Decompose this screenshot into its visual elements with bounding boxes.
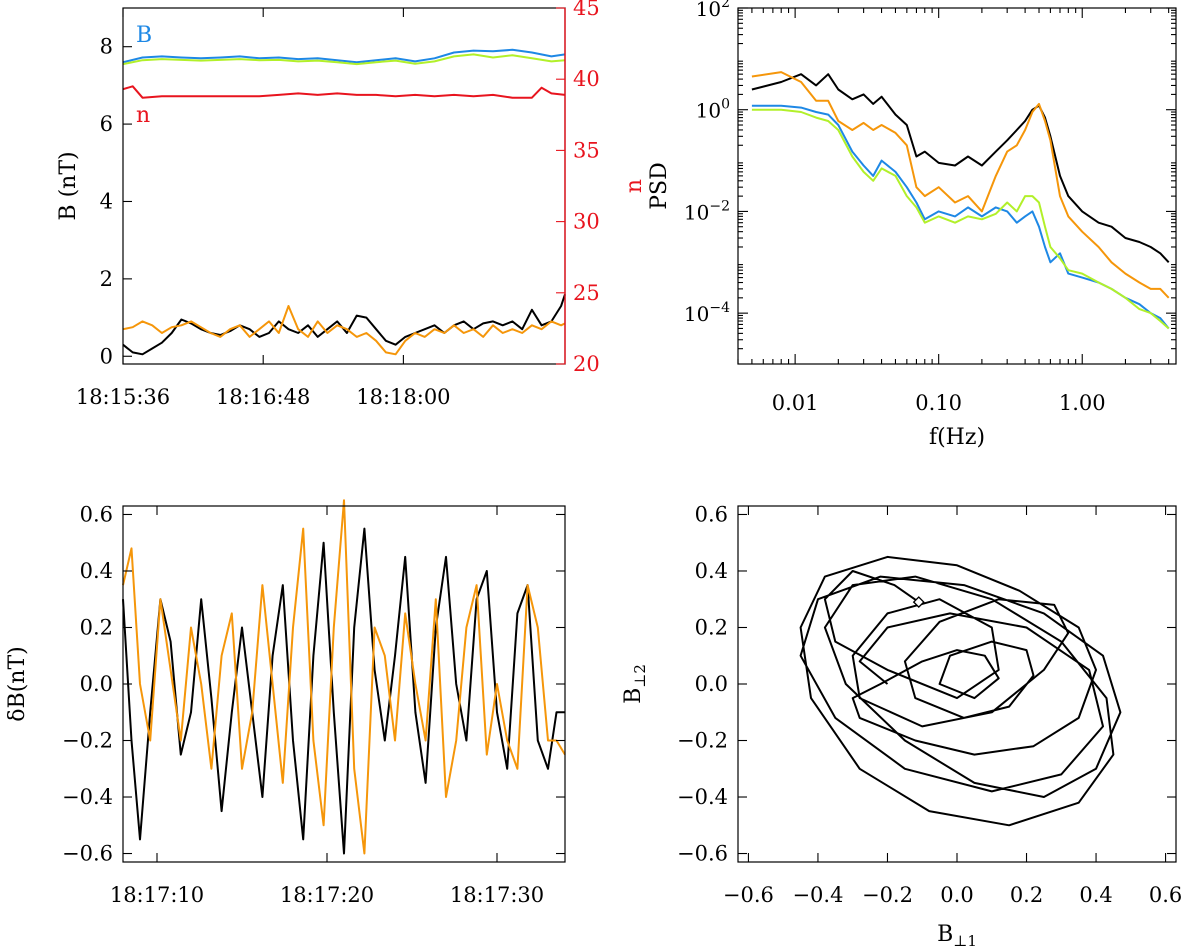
y-axis-label: PSD: [647, 162, 672, 210]
x-tick-label: 0.2: [1010, 883, 1043, 907]
right-y-tick-label: 40: [573, 67, 600, 91]
y-tick-label: 10−2: [684, 198, 730, 224]
x-tick-label: 18:17:20: [280, 883, 374, 907]
y-tick-label: −0.2: [62, 729, 113, 753]
series-orange: [122, 499, 566, 855]
x-tick-label: 18:15:36: [76, 385, 170, 409]
y-axis-label: δB(nT): [5, 646, 30, 721]
series-lime: [122, 53, 566, 66]
y-tick-label: 2: [100, 267, 113, 291]
series-black: [751, 73, 1170, 263]
series-black: [122, 293, 566, 356]
series-red: [122, 85, 566, 99]
x-tick-label: 0.10: [915, 391, 962, 415]
x-tick-label: 0.0: [940, 883, 973, 907]
hodogram-trace: [799, 555, 1122, 827]
y-tick-label: 0: [100, 344, 113, 368]
x-tick-label: 0.01: [772, 391, 819, 415]
y-tick-label: −0.6: [677, 842, 728, 866]
start-marker: [912, 596, 925, 609]
y-tick-label: 0.2: [695, 615, 728, 639]
x-tick-label: 18:16:48: [216, 385, 310, 409]
chart-panel-b: 0.01 0.10 1.00 10−4 10−2 100 102 PSD f(Hz): [647, 0, 1177, 450]
series-orange: [122, 305, 566, 356]
y-tick-label: 0.4: [80, 559, 113, 583]
y-axis-label: B (nT): [56, 151, 81, 220]
series-blue: [122, 48, 566, 64]
annotation-b: B: [136, 23, 152, 48]
plot-frame: [737, 7, 1177, 365]
x-tick-label: 18:17:10: [110, 883, 204, 907]
right-y-tick-label: 25: [573, 281, 600, 305]
right-y-tick-label: 45: [573, 0, 600, 20]
y-tick-label: 0.0: [80, 672, 113, 696]
y-tick-label: −0.4: [62, 785, 113, 809]
right-y-tick-label: 35: [573, 138, 600, 162]
x-tick-label: 18:17:30: [450, 883, 544, 907]
x-tick-label: 1.00: [1059, 391, 1106, 415]
plot-frame: [737, 505, 1177, 863]
series-black: [122, 527, 565, 855]
y-tick-label: −0.2: [677, 729, 728, 753]
chart-panel-d: −0.6 −0.4 −0.2 0.0 0.2 0.4 0.6 −0.6 −0.4 −0.2 0.0 0…: [621, 502, 1182, 948]
x-tick-label: −0.4: [792, 883, 843, 907]
y-tick-label: 0.6: [80, 502, 113, 526]
x-tick-label: −0.2: [862, 883, 913, 907]
y-tick-label: −0.4: [677, 785, 728, 809]
plot-frame: [122, 505, 566, 863]
series-orange: [751, 71, 1170, 299]
y-tick-label: 0.4: [695, 559, 728, 583]
x-axis-label: f(Hz): [929, 425, 985, 450]
right-y-tick-label: 30: [573, 210, 600, 234]
y-tick-label: 6: [100, 112, 113, 136]
y-tick-label: 4: [100, 189, 113, 213]
y-tick-label: −0.6: [62, 842, 113, 866]
y-axis-label: B⊥2: [621, 664, 649, 704]
x-tick-label: 0.4: [1079, 883, 1112, 907]
y-tick-label: 8: [100, 35, 113, 59]
series-lime: [751, 108, 1170, 330]
x-tick-label: 18:18:00: [356, 385, 450, 409]
annotation-n: n: [136, 103, 150, 128]
y-tick-label: 0.6: [695, 502, 728, 526]
x-tick-label: −0.6: [723, 883, 774, 907]
right-y-axis-label: n: [622, 179, 647, 193]
y-tick-label: 0.0: [695, 672, 728, 696]
y-tick-label: 10−4: [684, 300, 730, 326]
chart-panel-a: 18:15:36 18:16:48 18:18:00 0 2 4 6 8 20 25 30 35 40 4…: [56, 0, 647, 409]
series-blue: [751, 104, 1170, 330]
right-y-tick-label: 20: [573, 352, 600, 376]
x-axis-label: B⊥1: [937, 922, 977, 948]
y-tick-label: 100: [696, 97, 730, 123]
chart-panel-c: 18:17:10 18:17:20 18:17:30 −0.6 −0.4 −0.2 0.0 0…: [5, 499, 566, 907]
x-tick-label: 0.6: [1149, 883, 1182, 907]
y-tick-label: 0.2: [80, 615, 113, 639]
y-tick-label: 102: [696, 0, 730, 21]
